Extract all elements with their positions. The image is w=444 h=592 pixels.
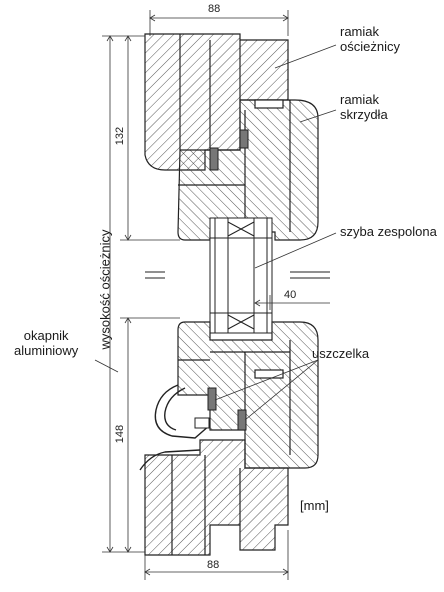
top-dimension [149, 10, 289, 36]
lower-sash-member [177, 321, 319, 469]
lower-seals [194, 387, 247, 431]
unit-label: [mm] [300, 498, 329, 513]
upper-height-label: 132 [114, 126, 126, 146]
upper-seals [209, 129, 249, 171]
leader-lines [94, 44, 337, 421]
frame-rail-label-line2: ościeżnicy [340, 39, 400, 54]
bottom-dimension-label: 88 [207, 559, 220, 571]
sash-rail-label: ramiak skrzydła [340, 92, 388, 122]
vertical-dimensions [102, 35, 180, 553]
sash-rail-label-line2: skrzydła [340, 107, 388, 122]
seal-label: uszczelka [312, 346, 370, 361]
glass-unit-label: szyba zespolona [340, 224, 437, 239]
lower-height-label: 148 [114, 424, 126, 444]
drip-cap-label: okapnik aluminiowy [14, 328, 78, 358]
drip-cap-label-line2: aluminiowy [14, 343, 79, 358]
top-dimension-label: 88 [208, 3, 221, 15]
drip-cap-label-line1: okapnik [23, 328, 69, 343]
upper-frame-member [144, 33, 289, 171]
frame-rail-label: ramiak ościeżnicy [340, 24, 400, 54]
frame-height-label: wysokość ościeżnicy [97, 229, 113, 350]
lower-frame-member [144, 439, 289, 556]
bottom-dimension [144, 530, 289, 580]
glass-dimension [254, 295, 330, 310]
aluminium-drip-cap [139, 384, 211, 471]
insulated-glass-unit [145, 217, 330, 334]
frame-rail-label-line1: ramiak [340, 24, 380, 39]
sash-rail-label-line1: ramiak [340, 92, 380, 107]
glass-dimension-label: 40 [284, 289, 297, 301]
